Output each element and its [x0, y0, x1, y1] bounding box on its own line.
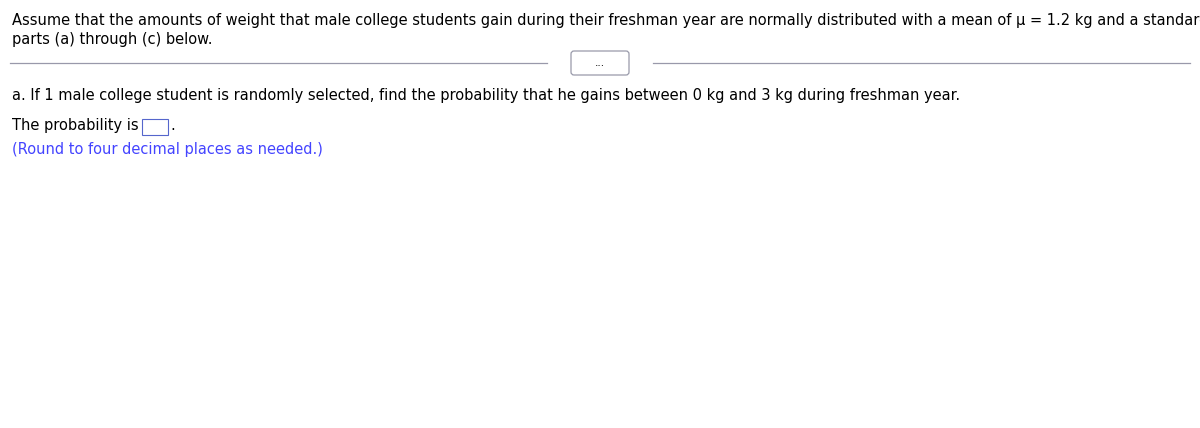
FancyBboxPatch shape [571, 51, 629, 75]
Text: ...: ... [595, 58, 605, 68]
FancyBboxPatch shape [142, 119, 168, 135]
Text: a. If 1 male college student is randomly selected, find the probability that he : a. If 1 male college student is randomly… [12, 88, 960, 103]
Text: Assume that the amounts of weight that male college students gain during their f: Assume that the amounts of weight that m… [12, 13, 1200, 28]
Text: (Round to four decimal places as needed.): (Round to four decimal places as needed.… [12, 142, 323, 157]
Text: The probability is: The probability is [12, 118, 139, 133]
Text: .: . [170, 118, 175, 133]
Text: parts (a) through (c) below.: parts (a) through (c) below. [12, 32, 212, 47]
